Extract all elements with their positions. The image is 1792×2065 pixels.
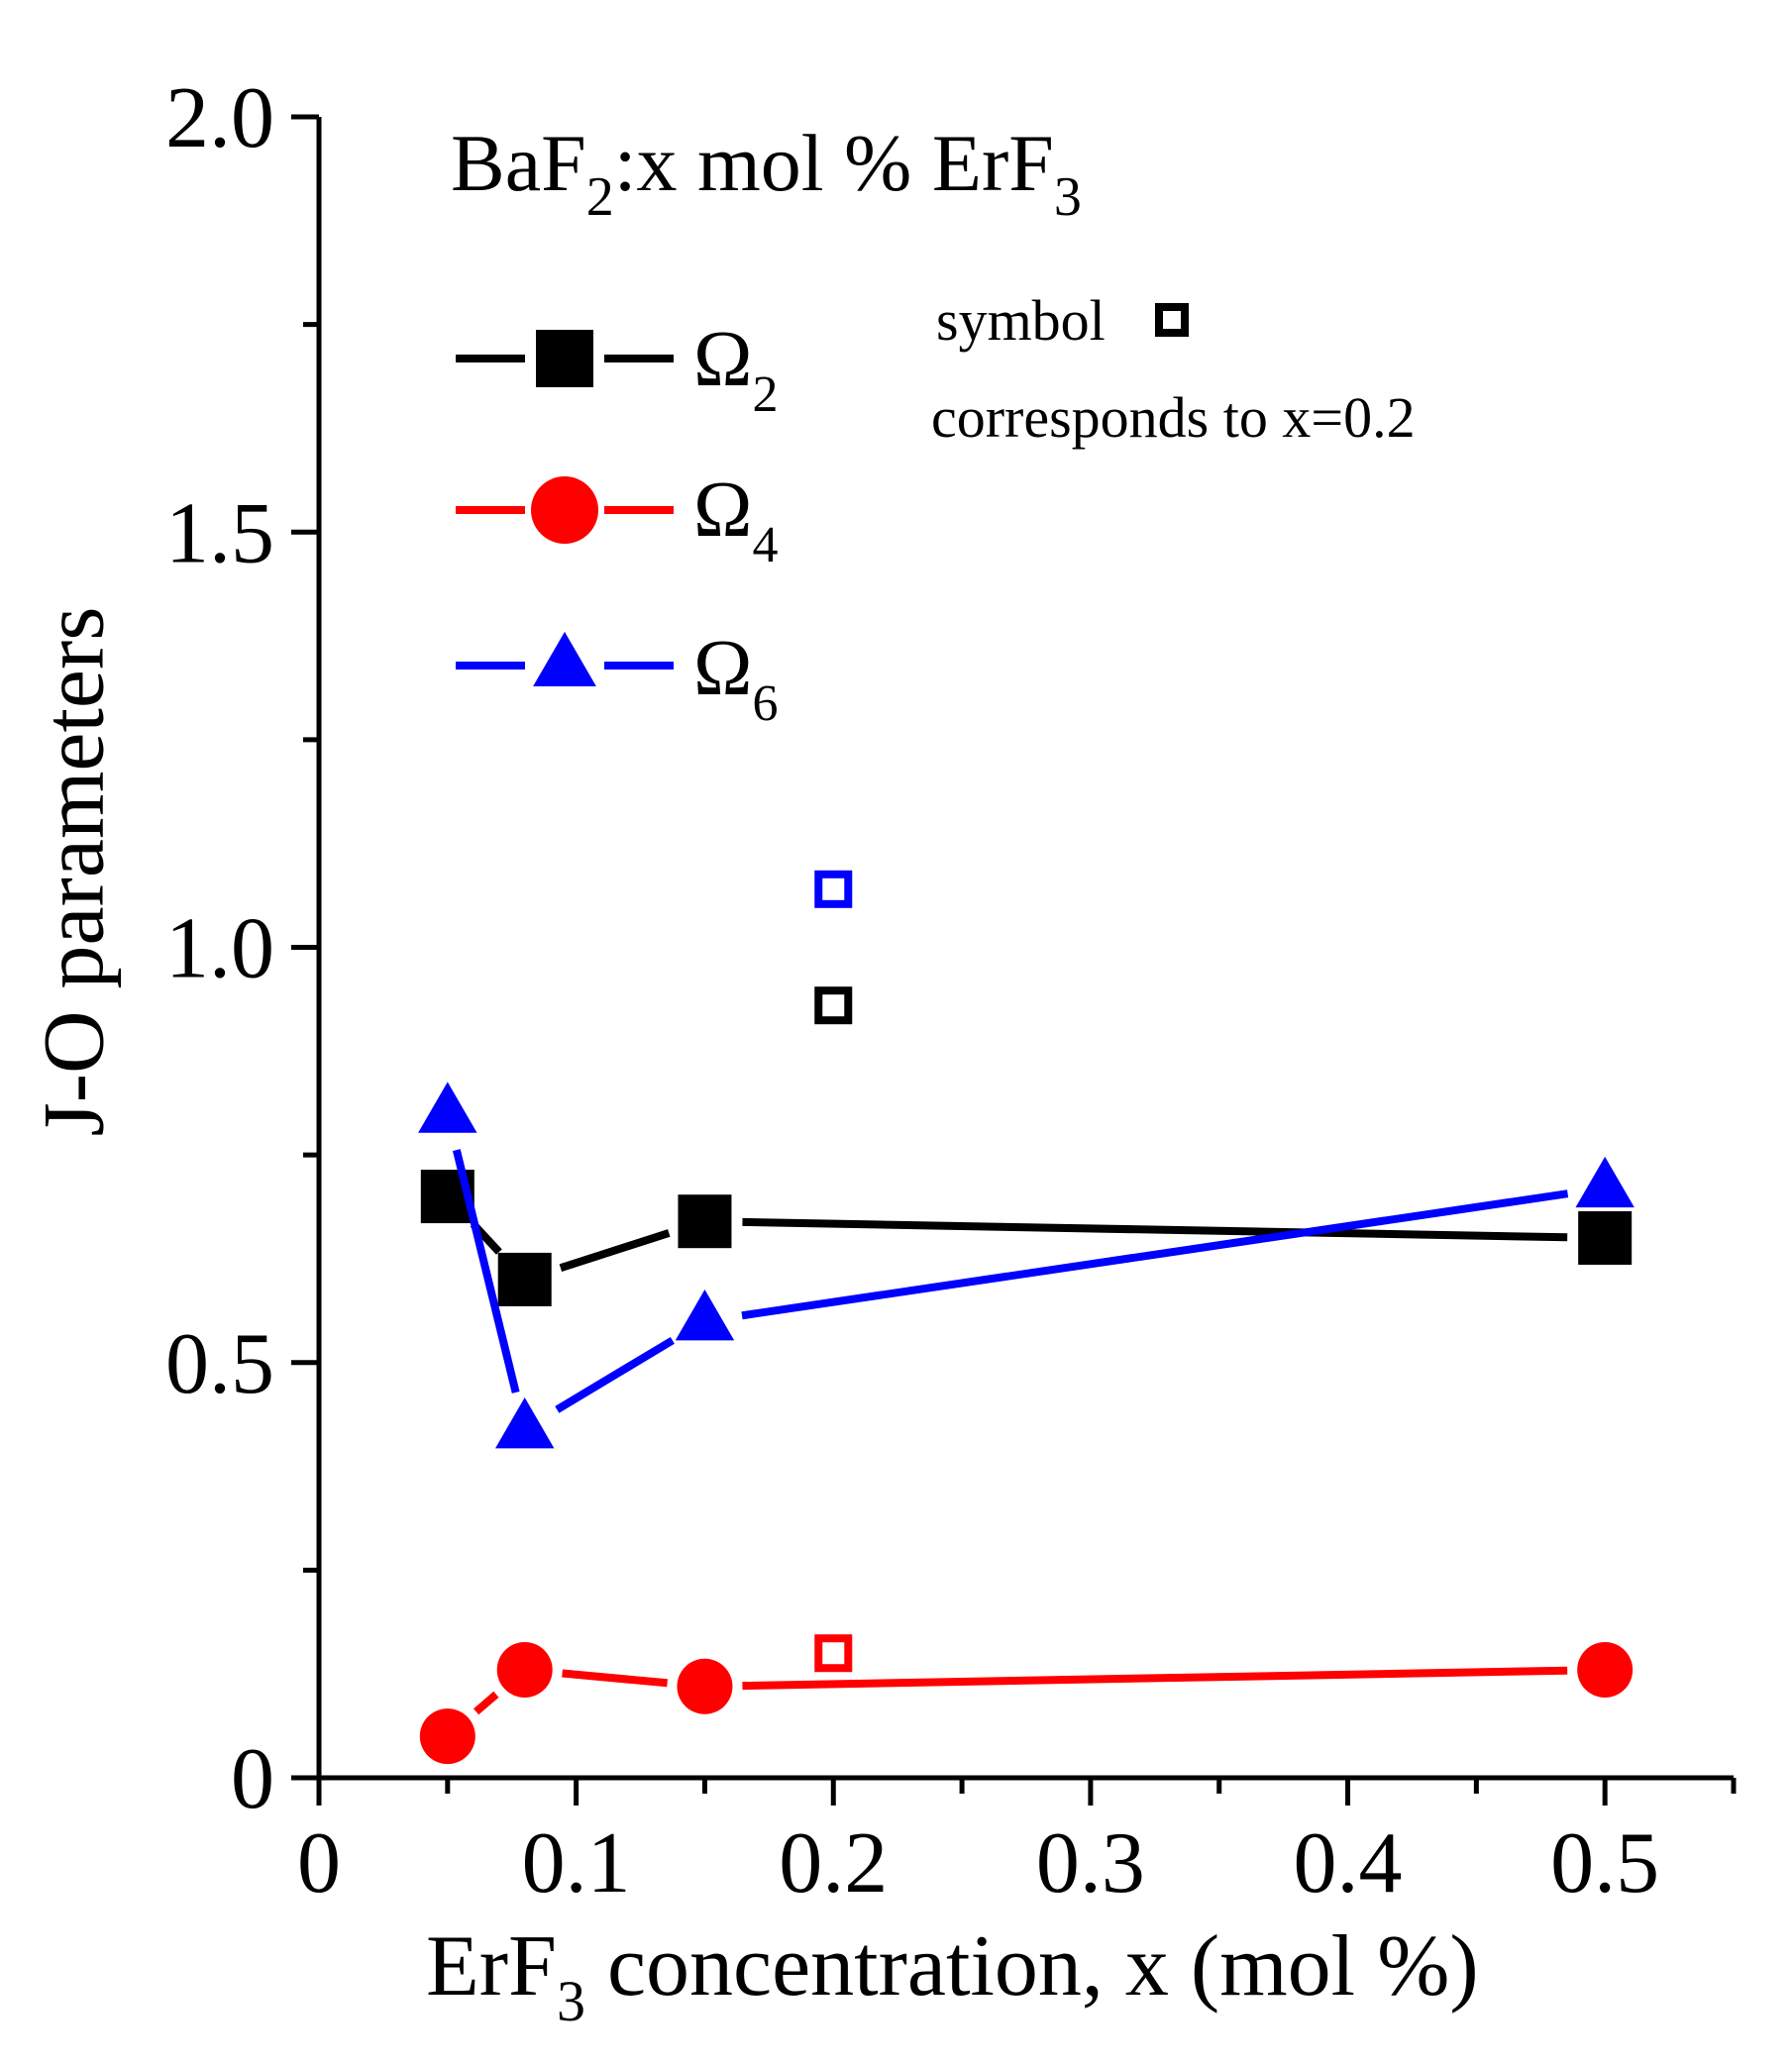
note-correspondence-text: corresponds to x=0.2 <box>931 385 1416 450</box>
y-tick-label: 2.0 <box>165 70 274 166</box>
legend-label-omega4: Ω4 <box>693 466 779 573</box>
x-tick-label: 0.3 <box>1036 1815 1145 1911</box>
data-point <box>497 1252 552 1306</box>
series-line-segment <box>742 1217 1568 1242</box>
legend-marker <box>536 330 593 387</box>
x-tick-label: 0 <box>297 1815 341 1911</box>
legend-label-omega6: Ω6 <box>693 625 779 732</box>
data-point <box>677 1658 733 1714</box>
series-line-segment <box>474 1691 499 1715</box>
series-square <box>470 1217 1568 1273</box>
x-axis-label: ErF3 concentration, x (mol %) <box>426 1918 1479 2034</box>
y-tick-label: 1.5 <box>165 485 274 581</box>
note-symbol-text: symbol <box>936 288 1106 353</box>
legend-label-omega2: Ω2 <box>693 316 779 423</box>
series-line-segment <box>741 1189 1569 1320</box>
series-line-segment <box>742 1666 1568 1691</box>
data-point <box>1575 1156 1634 1208</box>
x-tick-label: 0.5 <box>1550 1815 1659 1911</box>
y-tick-label: 0 <box>231 1731 274 1827</box>
open-square-point <box>814 986 853 1025</box>
legend-marker <box>533 631 596 686</box>
series-circle <box>474 1666 1568 1715</box>
series-line-segment <box>562 1669 668 1688</box>
open-square-point <box>814 1634 853 1673</box>
open-square-point <box>814 870 853 908</box>
data-point <box>496 1641 553 1698</box>
data-point <box>1577 1641 1634 1698</box>
y-axis-label: J-O parameters <box>26 606 123 1137</box>
series-triangle <box>452 1149 1569 1413</box>
x-tick-label: 0.4 <box>1294 1815 1403 1911</box>
data-point <box>418 1082 477 1133</box>
data-point <box>678 1194 732 1249</box>
series-line-segment <box>452 1149 520 1394</box>
data-point <box>675 1290 735 1341</box>
y-tick-label: 0.5 <box>165 1316 274 1412</box>
x-tick-label: 0.2 <box>779 1815 888 1911</box>
series-line-segment <box>559 1229 671 1273</box>
legend-marker <box>531 476 598 544</box>
x-tick-label: 0.1 <box>522 1815 631 1911</box>
chart-title: BaF2:x mol % ErF3 <box>451 118 1082 229</box>
data-point <box>1578 1210 1633 1265</box>
series-line-segment <box>555 1336 675 1413</box>
data-point <box>419 1708 475 1765</box>
y-tick-label: 1.0 <box>165 901 274 997</box>
data-point <box>495 1397 555 1449</box>
note-open-square-icon <box>1155 303 1189 337</box>
